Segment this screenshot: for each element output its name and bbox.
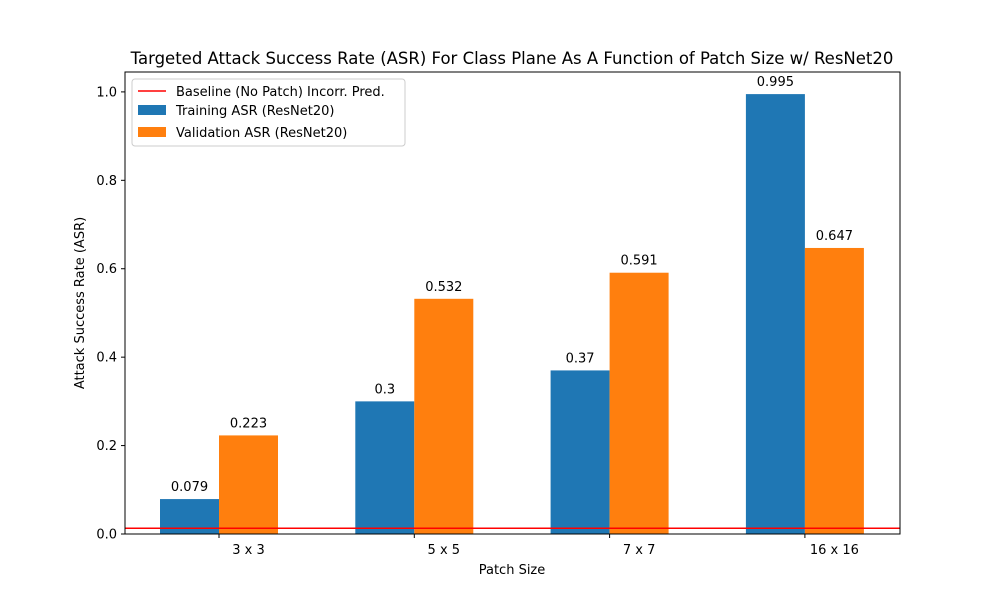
data-labels-group: 0.079 0.3 0.37 0.995 0.223 0.532 0.591 0.647 <box>171 75 853 495</box>
y-tick-label: 0.0 <box>96 528 117 543</box>
x-tick-label: 5 x 5 <box>428 543 461 558</box>
x-tick-label: 3 x 3 <box>232 543 265 558</box>
y-tick-label: 1.0 <box>96 85 117 100</box>
legend: Baseline (No Patch) Incorr. Pred. Traini… <box>131 78 406 147</box>
legend-validation-label: Validation ASR (ResNet20) <box>176 126 347 141</box>
x-axis-label: Patch Size <box>479 563 546 578</box>
legend-training-label: Training ASR (ResNet20) <box>175 104 334 119</box>
bar-validation-0 <box>219 435 278 534</box>
bar-training-2 <box>550 370 610 534</box>
bar-validation-1 <box>414 298 474 534</box>
y-tick-label: 0.8 <box>96 174 117 189</box>
legend-training-swatch <box>138 105 166 115</box>
legend-box <box>131 78 406 147</box>
y-axis-label: Attack Success Rate (ASR) <box>73 217 88 389</box>
bar-training-1 <box>355 401 415 534</box>
y-axis-ticks: 0.0 0.2 0.4 0.6 0.8 1.0 <box>96 85 125 543</box>
data-label-validation-3: 0.647 <box>816 229 853 244</box>
x-tick-label: 7 x 7 <box>623 543 656 558</box>
legend-validation-swatch <box>138 127 166 137</box>
data-label-training-3: 0.995 <box>757 75 794 90</box>
x-tick-label: 16 x 16 <box>810 543 859 558</box>
plot-frame <box>124 71 901 535</box>
chart-title: Targeted Attack Success Rate (ASR) For C… <box>130 49 894 68</box>
bars-group <box>160 94 864 535</box>
bar-validation-3 <box>804 247 864 535</box>
data-label-validation-1: 0.532 <box>425 280 462 295</box>
x-axis-ticks: 3 x 3 5 x 5 7 x 7 16 x 16 <box>218 534 859 558</box>
data-label-training-2: 0.37 <box>566 351 595 366</box>
data-label-validation-0: 0.223 <box>230 416 267 431</box>
y-tick-label: 0.6 <box>96 262 117 277</box>
data-label-validation-2: 0.591 <box>620 254 657 269</box>
legend-baseline-label: Baseline (No Patch) Incorr. Pred. <box>176 85 385 100</box>
bar-training-3 <box>745 94 805 535</box>
data-label-training-1: 0.3 <box>374 382 395 397</box>
y-tick-label: 0.4 <box>96 351 117 366</box>
y-tick-label: 0.2 <box>96 439 117 454</box>
bar-validation-2 <box>609 272 669 534</box>
data-label-training-0: 0.079 <box>171 480 208 495</box>
